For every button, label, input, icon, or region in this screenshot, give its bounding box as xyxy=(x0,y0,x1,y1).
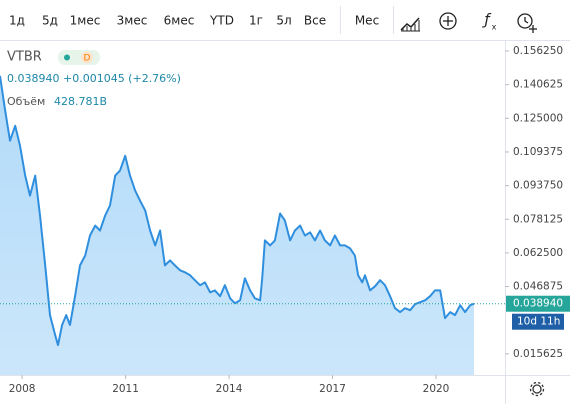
range-button[interactable]: 3мес xyxy=(117,14,148,28)
range-button[interactable]: 6мес xyxy=(164,14,195,28)
interval-button[interactable]: Мес xyxy=(355,14,379,28)
symbol: VTBR xyxy=(7,50,42,65)
x-tick-label: 2014 xyxy=(216,383,243,395)
range-button[interactable]: Все xyxy=(304,14,326,28)
countdown: 10d 11h xyxy=(517,316,560,328)
badge: D xyxy=(84,54,91,64)
y-tick-label: 0.062500 xyxy=(513,247,563,259)
axes: 0.156250 0.140625 0.125000 0.109375 0.093750… xyxy=(0,41,570,404)
price-label: 0.038940 xyxy=(513,298,563,310)
x-tick-label: 2017 xyxy=(319,383,346,395)
volume-label: Объём xyxy=(7,95,45,108)
alert-icon[interactable] xyxy=(517,13,537,33)
indicators-icon[interactable]: ƒ xyxy=(481,11,491,29)
y-tick-label: 0.156250 xyxy=(513,45,563,57)
indicators-icon-sub: x xyxy=(492,23,497,32)
volume-value: 428.781B xyxy=(54,95,107,108)
range-button[interactable]: YTD xyxy=(209,14,234,28)
badge-circle xyxy=(81,51,93,64)
toolbar: Мес ƒ x 1д 5д 1мес 3мес 6мес YTD 1г 5л Все xyxy=(0,6,570,41)
y-tick-label: 0.015625 xyxy=(513,348,563,360)
x-tick-label: 2020 xyxy=(423,383,450,395)
legend: VTBR D 0.038940 +0.001045 (+2.76%) Объём… xyxy=(7,50,181,109)
x-tick-label: 2008 xyxy=(9,383,36,395)
chart-style-icon[interactable] xyxy=(400,17,420,32)
range-button[interactable]: 1мес xyxy=(70,14,101,28)
range-button[interactable]: 5л xyxy=(276,14,291,28)
area-fill xyxy=(0,75,474,376)
y-tick-label: 0.140625 xyxy=(513,79,563,91)
y-tick-label: 0.109375 xyxy=(513,146,563,158)
range-button[interactable]: 5д xyxy=(42,14,58,28)
y-tick-label: 0.093750 xyxy=(513,180,563,192)
y-tick-label: 0.078125 xyxy=(513,213,563,225)
quote: 0.038940 +0.001045 (+2.76%) xyxy=(7,72,181,85)
compare-icon[interactable] xyxy=(439,12,457,30)
y-tick-label: 0.125000 xyxy=(513,112,563,124)
plot-area xyxy=(0,75,505,376)
price-label-box xyxy=(506,295,570,312)
countdown-box xyxy=(512,313,564,330)
settings-icon[interactable] xyxy=(529,381,545,397)
range-button[interactable]: 1д xyxy=(9,14,25,28)
status-dot xyxy=(64,54,70,61)
x-tick-label: 2011 xyxy=(112,383,139,395)
range-button[interactable]: 1г xyxy=(249,14,263,28)
y-tick-label: 0.046875 xyxy=(513,281,563,293)
